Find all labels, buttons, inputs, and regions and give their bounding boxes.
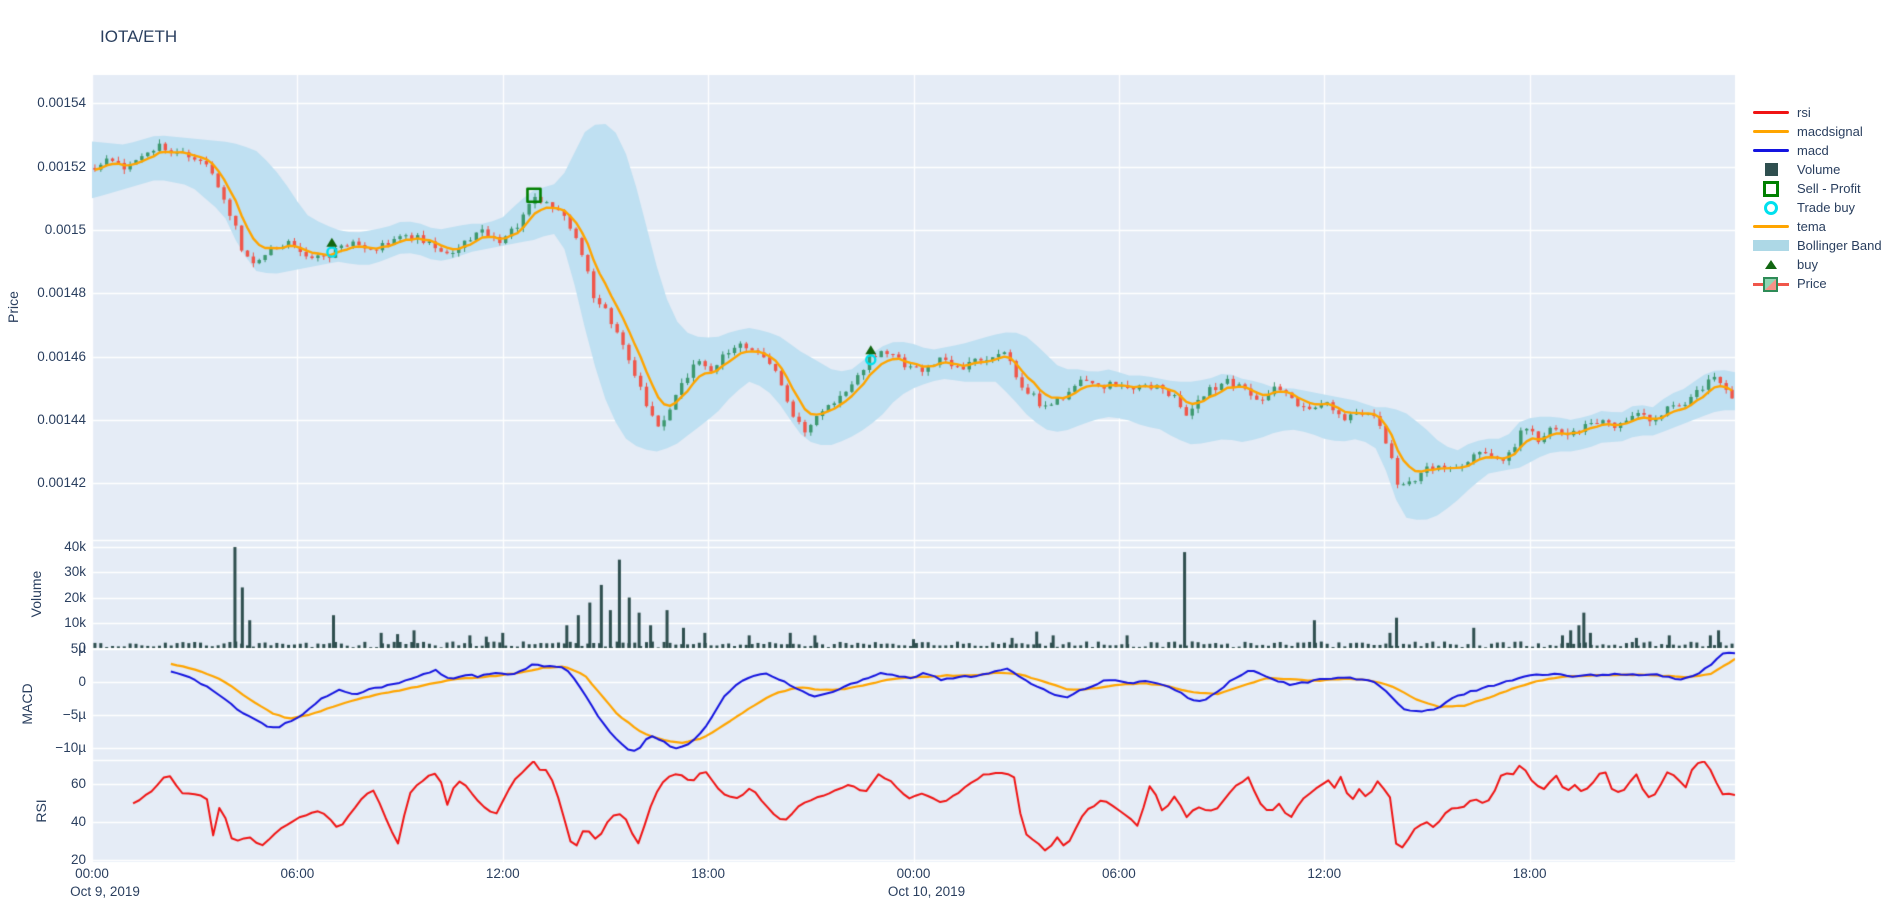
legend-item-buy[interactable]: buy — [1750, 255, 1882, 274]
filled-square-icon — [1750, 162, 1792, 178]
macdsignal-line-icon — [1750, 124, 1792, 140]
legend-item-sell-profit[interactable]: Sell - Profit — [1750, 179, 1882, 198]
legend-label: Trade buy — [1797, 200, 1856, 215]
y-tick-label: 10k — [64, 614, 86, 630]
y-tick-label: 0.0015 — [44, 222, 86, 237]
legend-label: Sell - Profit — [1797, 181, 1861, 196]
legend-label: macdsignal — [1797, 124, 1863, 139]
y-tick-label: 30k — [64, 564, 86, 580]
open-circle-icon — [1750, 200, 1792, 216]
legend-label: buy — [1797, 257, 1818, 272]
x-tick-label: 18:00 — [691, 866, 726, 881]
legend-label: rsi — [1797, 105, 1811, 120]
x-tick-label: 12:00 — [485, 866, 520, 881]
x-date-label: Oct 10, 2019 — [887, 884, 966, 899]
y-tick-label: 60 — [70, 775, 86, 791]
legend-item-bollinger-band[interactable]: Bollinger Band — [1750, 236, 1882, 255]
macd-line-icon — [1750, 143, 1792, 159]
open-square-icon — [1750, 180, 1792, 197]
y-tick-label: 0 — [78, 674, 86, 690]
x-tick-label: 06:00 — [1101, 866, 1136, 881]
y-tick-label: 0.00152 — [37, 158, 86, 174]
y-tick-label: 0.00142 — [37, 475, 86, 491]
y-tick-label: 0.00146 — [37, 348, 86, 364]
y-tick-label: 20 — [70, 852, 86, 868]
y-tick-label: −5µ — [62, 706, 86, 722]
legend-item-volume[interactable]: Volume — [1750, 160, 1882, 179]
legend-label: macd — [1797, 143, 1829, 158]
y-tick-label: 0.00154 — [37, 95, 86, 111]
candlestick-icon — [1750, 276, 1792, 292]
y-tick-label: −10µ — [55, 739, 86, 755]
legend-item-macd[interactable]: macd — [1750, 141, 1882, 160]
y-tick-label: 0.00144 — [37, 411, 86, 427]
legend-item-trade-buy[interactable]: Trade buy — [1750, 198, 1882, 217]
triangle-up-icon — [1750, 257, 1792, 273]
x-tick-label: 06:00 — [280, 866, 315, 881]
volume-axis-title: Volume — [28, 570, 44, 618]
rsi-line-icon — [1750, 105, 1792, 121]
y-tick-label: 0.00148 — [37, 285, 86, 301]
legend-label: Volume — [1797, 162, 1841, 177]
legend-label: Price — [1797, 276, 1827, 291]
y-tick-label: 20k — [64, 589, 86, 605]
x-date-label: Oct 9, 2019 — [70, 884, 140, 899]
legend-label: Bollinger Band — [1797, 238, 1882, 253]
legend-item-macdsignal[interactable]: macdsignal — [1750, 122, 1882, 141]
x-tick-label: 00:00 — [75, 866, 109, 881]
legend-item-rsi[interactable]: rsi — [1750, 103, 1882, 122]
y-tick-label: 0 — [78, 640, 86, 655]
macd-axis-title: MACD — [19, 683, 35, 725]
tema-line-icon — [1750, 219, 1792, 235]
x-tick-label: 12:00 — [1307, 866, 1342, 881]
legend-item-price[interactable]: Price — [1750, 274, 1882, 293]
legend-label: tema — [1797, 219, 1826, 234]
price-axis-title: Price — [5, 291, 21, 323]
y-tick-label: 5µ — [70, 641, 86, 657]
rsi-axis-title: RSI — [33, 799, 49, 823]
y-tick-label: 40k — [64, 539, 86, 555]
legend: rsi macdsignal macd Volume Sell - Profit Trad… — [1750, 103, 1882, 293]
legend-item-tema[interactable]: tema — [1750, 217, 1882, 236]
x-tick-label: 00:00 — [896, 866, 931, 881]
y-tick-label: 40 — [70, 814, 86, 830]
x-tick-label: 18:00 — [1512, 866, 1547, 881]
band-swatch-icon — [1750, 238, 1792, 254]
